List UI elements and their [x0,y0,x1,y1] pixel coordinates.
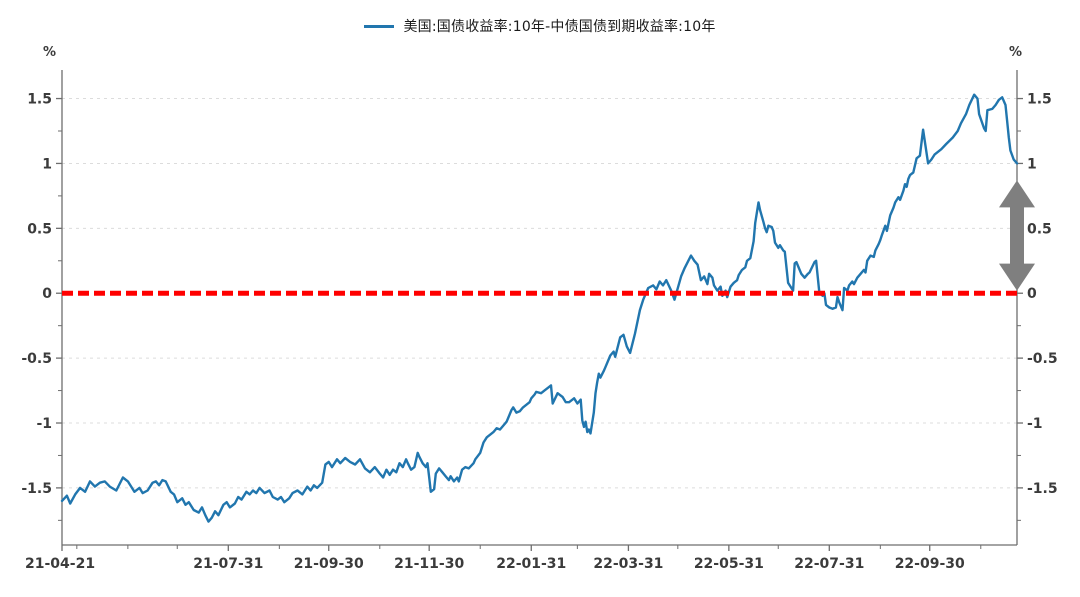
y-tick-label-left: 1.5 [27,92,52,108]
x-tick-label: 21-11-30 [394,556,464,572]
y-tick-label-right: -1 [1027,416,1043,432]
legend-line-swatch [364,24,395,28]
legend-label: 美国:国债收益率:10年-中债国债到期收益率:10年 [403,19,716,35]
x-tick-label: 22-07-31 [794,556,864,572]
y-tick-label-left: 1 [42,156,52,172]
percent-label-right: % [1009,45,1022,60]
y-tick-label-left: 0.5 [27,221,52,237]
y-tick-label-right: 1 [1027,156,1037,172]
x-tick-label: 21-07-31 [193,556,263,572]
y-tick-label-left: -1 [36,416,52,432]
legend: 美国:国债收益率:10年-中债国债到期收益率:10年 [0,16,1080,36]
y-tick-label-right: 0.5 [1027,221,1052,237]
y-tick-label-right: -1.5 [1027,481,1058,497]
spread-arrow [999,180,1035,291]
x-tick-label: 21-09-30 [294,556,364,572]
y-tick-label-right: 1.5 [1027,92,1052,108]
y-tick-label-left: -1.5 [21,481,52,497]
x-tick-label: 22-09-30 [895,556,965,572]
series-line [60,93,1019,523]
y-tick-label-left: 0 [42,286,52,302]
y-tick-label-left: -0.5 [21,351,52,367]
x-tick-label: 21-04-21 [25,556,95,572]
y-tick-label-right: 0 [1027,286,1037,302]
x-tick-label: 22-01-31 [496,556,566,572]
percent-label-left: % [43,45,56,60]
x-tick-label: 22-05-31 [694,556,764,572]
x-tick-label: 22-03-31 [593,556,663,572]
y-tick-label-right: -0.5 [1027,351,1058,367]
